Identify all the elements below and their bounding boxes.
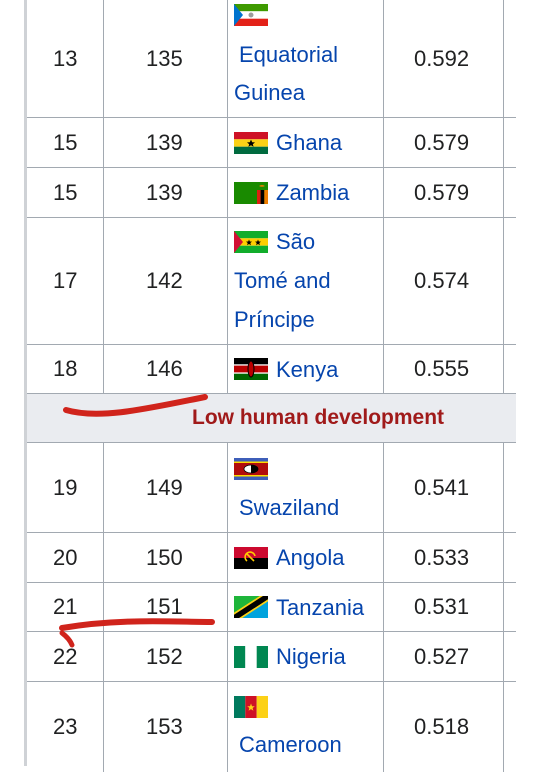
- country-cell: Tanzania: [228, 583, 384, 631]
- hdi-rank-cell: 151: [104, 583, 228, 631]
- hdi-rank-cell: 139: [104, 168, 228, 217]
- rank-cell: 17: [27, 218, 104, 344]
- rank-cell: 20: [27, 533, 104, 582]
- country-link[interactable]: Tanzania: [276, 594, 365, 620]
- hdi-rank-cell: 150: [104, 533, 228, 582]
- cell-edge: [504, 218, 516, 344]
- table-row: 17 142 São Tomé and Príncipe 0.574: [27, 218, 516, 345]
- table-row: 20 150 Angola 0.533: [27, 533, 516, 583]
- nigeria-flag-icon: [234, 645, 268, 668]
- country-cell: Cameroon: [228, 682, 384, 772]
- cell-edge: [504, 682, 516, 772]
- cell-edge: [504, 533, 516, 582]
- country-link[interactable]: Kenya: [276, 356, 339, 382]
- table-row: 18 146 Kenya 0.555: [27, 345, 516, 394]
- kenya-flag-icon: [234, 358, 268, 380]
- rank-cell: 13: [27, 0, 104, 117]
- country-link[interactable]: Equatorial: [239, 42, 339, 67]
- country-cell: Equatorial Guinea: [228, 0, 384, 117]
- hdi-value-cell: 0.541: [384, 443, 504, 532]
- cell-edge: [504, 443, 516, 532]
- country-link[interactable]: São: [276, 229, 316, 254]
- hdi-value-cell: 0.592: [384, 0, 504, 117]
- rank-cell: 19: [27, 443, 104, 532]
- cell-edge: [504, 583, 516, 631]
- zambia-flag-icon: [234, 181, 268, 204]
- hdi-rank-cell: 149: [104, 443, 228, 532]
- section-label: Low human development: [192, 406, 445, 429]
- table-row: 22 152 Nigeria 0.527: [27, 632, 516, 682]
- country-link[interactable]: Cameroon: [239, 732, 342, 757]
- table-row: 19 149 Swaziland 0.541: [27, 443, 516, 533]
- cell-edge: [504, 168, 516, 217]
- country-cell: Ghana: [228, 118, 384, 167]
- ghana-flag-icon: [234, 131, 268, 154]
- cell-edge: [504, 0, 516, 117]
- equatorial-guinea-flag-icon: [234, 4, 268, 26]
- country-cell: Nigeria: [228, 632, 384, 681]
- table-row: 15 139 Zambia 0.579: [27, 168, 516, 218]
- hdi-value-cell: 0.579: [384, 118, 504, 167]
- eswatini-flag-icon: [234, 458, 268, 480]
- hdi-value-cell: 0.527: [384, 632, 504, 681]
- angola-flag-icon: [234, 546, 268, 569]
- cell-edge: [504, 118, 516, 167]
- cameroon-flag-icon: [234, 696, 268, 718]
- country-link[interactable]: Zambia: [276, 180, 350, 205]
- cell-edge: [504, 632, 516, 681]
- country-link[interactable]: Angola: [276, 545, 345, 570]
- hdi-value-cell: 0.531: [384, 583, 504, 631]
- country-link[interactable]: Swaziland: [239, 495, 340, 520]
- hdi-rank-cell: 153: [104, 682, 228, 772]
- left-border: [24, 0, 27, 766]
- country-cell: Angola: [228, 533, 384, 582]
- country-link[interactable]: Tomé and: [234, 268, 331, 293]
- hdi-rank-cell: 139: [104, 118, 228, 167]
- rank-cell: 15: [27, 118, 104, 167]
- left-margin: [0, 0, 28, 766]
- hdi-rank-cell: 146: [104, 345, 228, 393]
- country-cell: Zambia: [228, 168, 384, 217]
- hdi-rank-cell: 152: [104, 632, 228, 681]
- country-link[interactable]: Príncipe: [234, 307, 315, 332]
- rank-cell: 21: [27, 583, 104, 631]
- sao-tome-flag-icon: [234, 230, 268, 253]
- rank-cell: 22: [27, 632, 104, 681]
- country-cell: Swaziland: [228, 443, 384, 532]
- country-cell: São Tomé and Príncipe: [228, 218, 384, 344]
- country-link[interactable]: Ghana: [276, 130, 343, 155]
- cell-edge: [504, 345, 516, 393]
- hdi-value-cell: 0.533: [384, 533, 504, 582]
- hdi-value-cell: 0.555: [384, 345, 504, 393]
- country-link[interactable]: Nigeria: [276, 644, 346, 669]
- hdi-value-cell: 0.574: [384, 218, 504, 344]
- country-cell: Kenya: [228, 345, 384, 393]
- table-row: 21 151 Tanzania 0.531: [27, 583, 516, 632]
- section-header: Low human development: [27, 394, 516, 443]
- country-link[interactable]: Guinea: [234, 80, 305, 105]
- table-row: 15 139 Ghana 0.579: [27, 118, 516, 168]
- hdi-value-cell: 0.518: [384, 682, 504, 772]
- rank-cell: 23: [27, 682, 104, 772]
- rank-cell: 18: [27, 345, 104, 393]
- rank-cell: 15: [27, 168, 104, 217]
- tanzania-flag-icon: [234, 596, 268, 618]
- hdi-rank-cell: 135: [104, 0, 228, 117]
- hdi-value-cell: 0.579: [384, 168, 504, 217]
- table-row: 13 135 Equatorial Guinea 0.592: [27, 0, 516, 118]
- hdi-rank-cell: 142: [104, 218, 228, 344]
- table-row: 23 153 Cameroon 0.518: [27, 682, 516, 772]
